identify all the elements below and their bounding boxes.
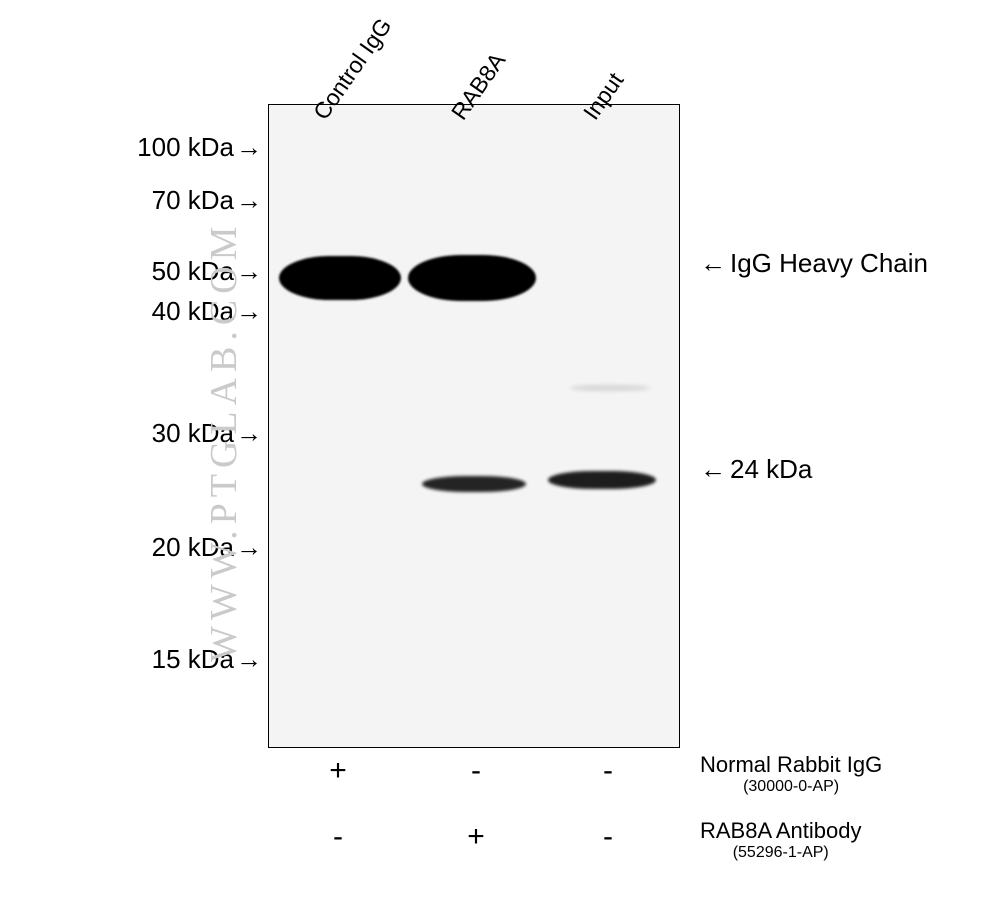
ladder-arrow-icon: → xyxy=(236,132,262,163)
ladder-arrow-icon: → xyxy=(236,532,262,563)
ladder-text-6: 15 kDa xyxy=(152,644,234,674)
mark-1-2: - xyxy=(588,820,628,854)
mark-0-0: + xyxy=(318,754,358,788)
right-annotation-text-0: IgG Heavy Chain xyxy=(730,248,928,278)
antibody-label-0: Normal Rabbit IgG(30000-0-AP) xyxy=(700,752,882,796)
ladder-arrow-icon: → xyxy=(236,418,262,449)
ladder-arrow-icon: → xyxy=(236,296,262,327)
band-3 xyxy=(548,471,656,489)
mark-0-2: - xyxy=(588,754,628,788)
band-1 xyxy=(408,255,536,301)
right-annotation-text-1: 24 kDa xyxy=(730,454,812,484)
antibody-label-sub-1: (55296-1-AP) xyxy=(700,844,861,862)
mark-0-1: - xyxy=(456,754,496,788)
mark-1-1: + xyxy=(456,820,496,854)
ladder-text-1: 70 kDa xyxy=(152,185,234,215)
antibody-label-sub-0: (30000-0-AP) xyxy=(700,778,882,796)
ladder-label-3: 40 kDa→ xyxy=(152,296,262,327)
ladder-label-6: 15 kDa→ xyxy=(152,644,262,675)
ladder-arrow-icon: → xyxy=(236,185,262,216)
ladder-text-4: 30 kDa xyxy=(152,418,234,448)
ladder-label-0: 100 kDa→ xyxy=(137,132,262,163)
right-arrow-icon: ← xyxy=(700,454,726,485)
antibody-label-text-1: RAB8A Antibody xyxy=(700,818,861,843)
ladder-text-2: 50 kDa xyxy=(152,256,234,286)
band-4 xyxy=(570,385,650,391)
ladder-label-2: 50 kDa→ xyxy=(152,256,262,287)
band-0 xyxy=(279,256,401,300)
right-arrow-icon: ← xyxy=(700,248,726,279)
ladder-text-3: 40 kDa xyxy=(152,296,234,326)
antibody-label-1: RAB8A Antibody(55296-1-AP) xyxy=(700,818,861,862)
ladder-text-5: 20 kDa xyxy=(152,532,234,562)
ladder-label-1: 70 kDa→ xyxy=(152,185,262,216)
ladder-arrow-icon: → xyxy=(236,644,262,675)
antibody-label-text-0: Normal Rabbit IgG xyxy=(700,752,882,777)
ladder-label-4: 30 kDa→ xyxy=(152,418,262,449)
ladder-arrow-icon: → xyxy=(236,256,262,287)
blot-membrane xyxy=(268,104,680,748)
band-2 xyxy=(422,476,526,492)
ladder-text-0: 100 kDa xyxy=(137,132,234,162)
right-annotation-0: ←IgG Heavy Chain xyxy=(700,248,928,279)
ladder-label-5: 20 kDa→ xyxy=(152,532,262,563)
right-annotation-1: ←24 kDa xyxy=(700,454,812,485)
mark-1-0: - xyxy=(318,820,358,854)
